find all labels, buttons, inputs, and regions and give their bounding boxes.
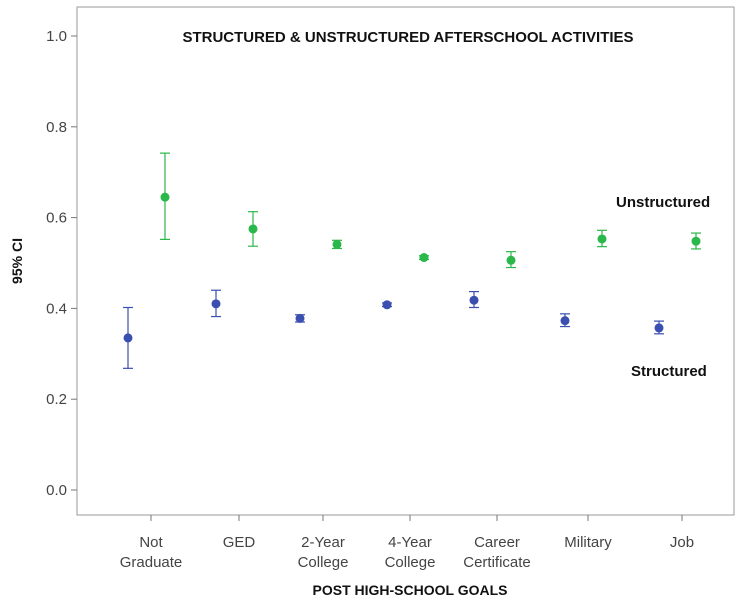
y-axis: 0.0 0.2 0.4 0.6 0.8 1.0 — [46, 28, 77, 499]
x-tick-label: Not Graduate — [120, 534, 183, 571]
y-tick-label: 0.0 — [46, 482, 67, 499]
x-tick-label: 4-Year College — [385, 534, 436, 571]
x-tick-label: GED — [223, 534, 256, 551]
data-point — [691, 236, 701, 246]
x-tick-label: 2-Year College — [298, 534, 349, 571]
data-point — [560, 316, 570, 326]
chart-title: STRUCTURED & UNSTRUCTURED AFTERSCHOOL AC… — [182, 29, 633, 46]
y-tick-label: 0.4 — [46, 300, 67, 317]
series-layer — [123, 152, 701, 369]
y-tick-label: 0.6 — [46, 210, 67, 227]
data-point — [469, 295, 479, 305]
y-tick-label: 0.8 — [46, 119, 67, 136]
data-point — [211, 299, 221, 309]
series-label-structured: Structured — [631, 363, 707, 380]
data-point — [123, 333, 133, 343]
plot-frame — [76, 6, 735, 516]
x-tick-label: Career Certificate — [463, 534, 531, 571]
x-tick-label: Military — [564, 534, 612, 551]
series-structured — [123, 289, 664, 369]
data-point — [332, 239, 342, 249]
y-tick-label: 0.2 — [46, 391, 67, 408]
x-axis: Not Graduate GED 2-Year College 4-Year College… — [120, 515, 694, 571]
data-point — [654, 323, 664, 333]
data-point — [597, 234, 607, 244]
data-point — [295, 313, 305, 323]
data-point — [248, 224, 258, 234]
x-axis-label: POST HIGH-SCHOOL GOALS — [313, 582, 508, 598]
data-point — [160, 192, 170, 202]
data-point — [506, 255, 516, 265]
data-point — [382, 300, 392, 310]
y-axis-label: 95% CI — [9, 238, 25, 284]
y-tick-label: 1.0 — [46, 28, 67, 45]
x-tick-label: Job — [670, 534, 694, 551]
series-label-unstructured: Unstructured — [616, 194, 710, 211]
series-unstructured — [160, 152, 701, 269]
data-point — [419, 253, 429, 263]
